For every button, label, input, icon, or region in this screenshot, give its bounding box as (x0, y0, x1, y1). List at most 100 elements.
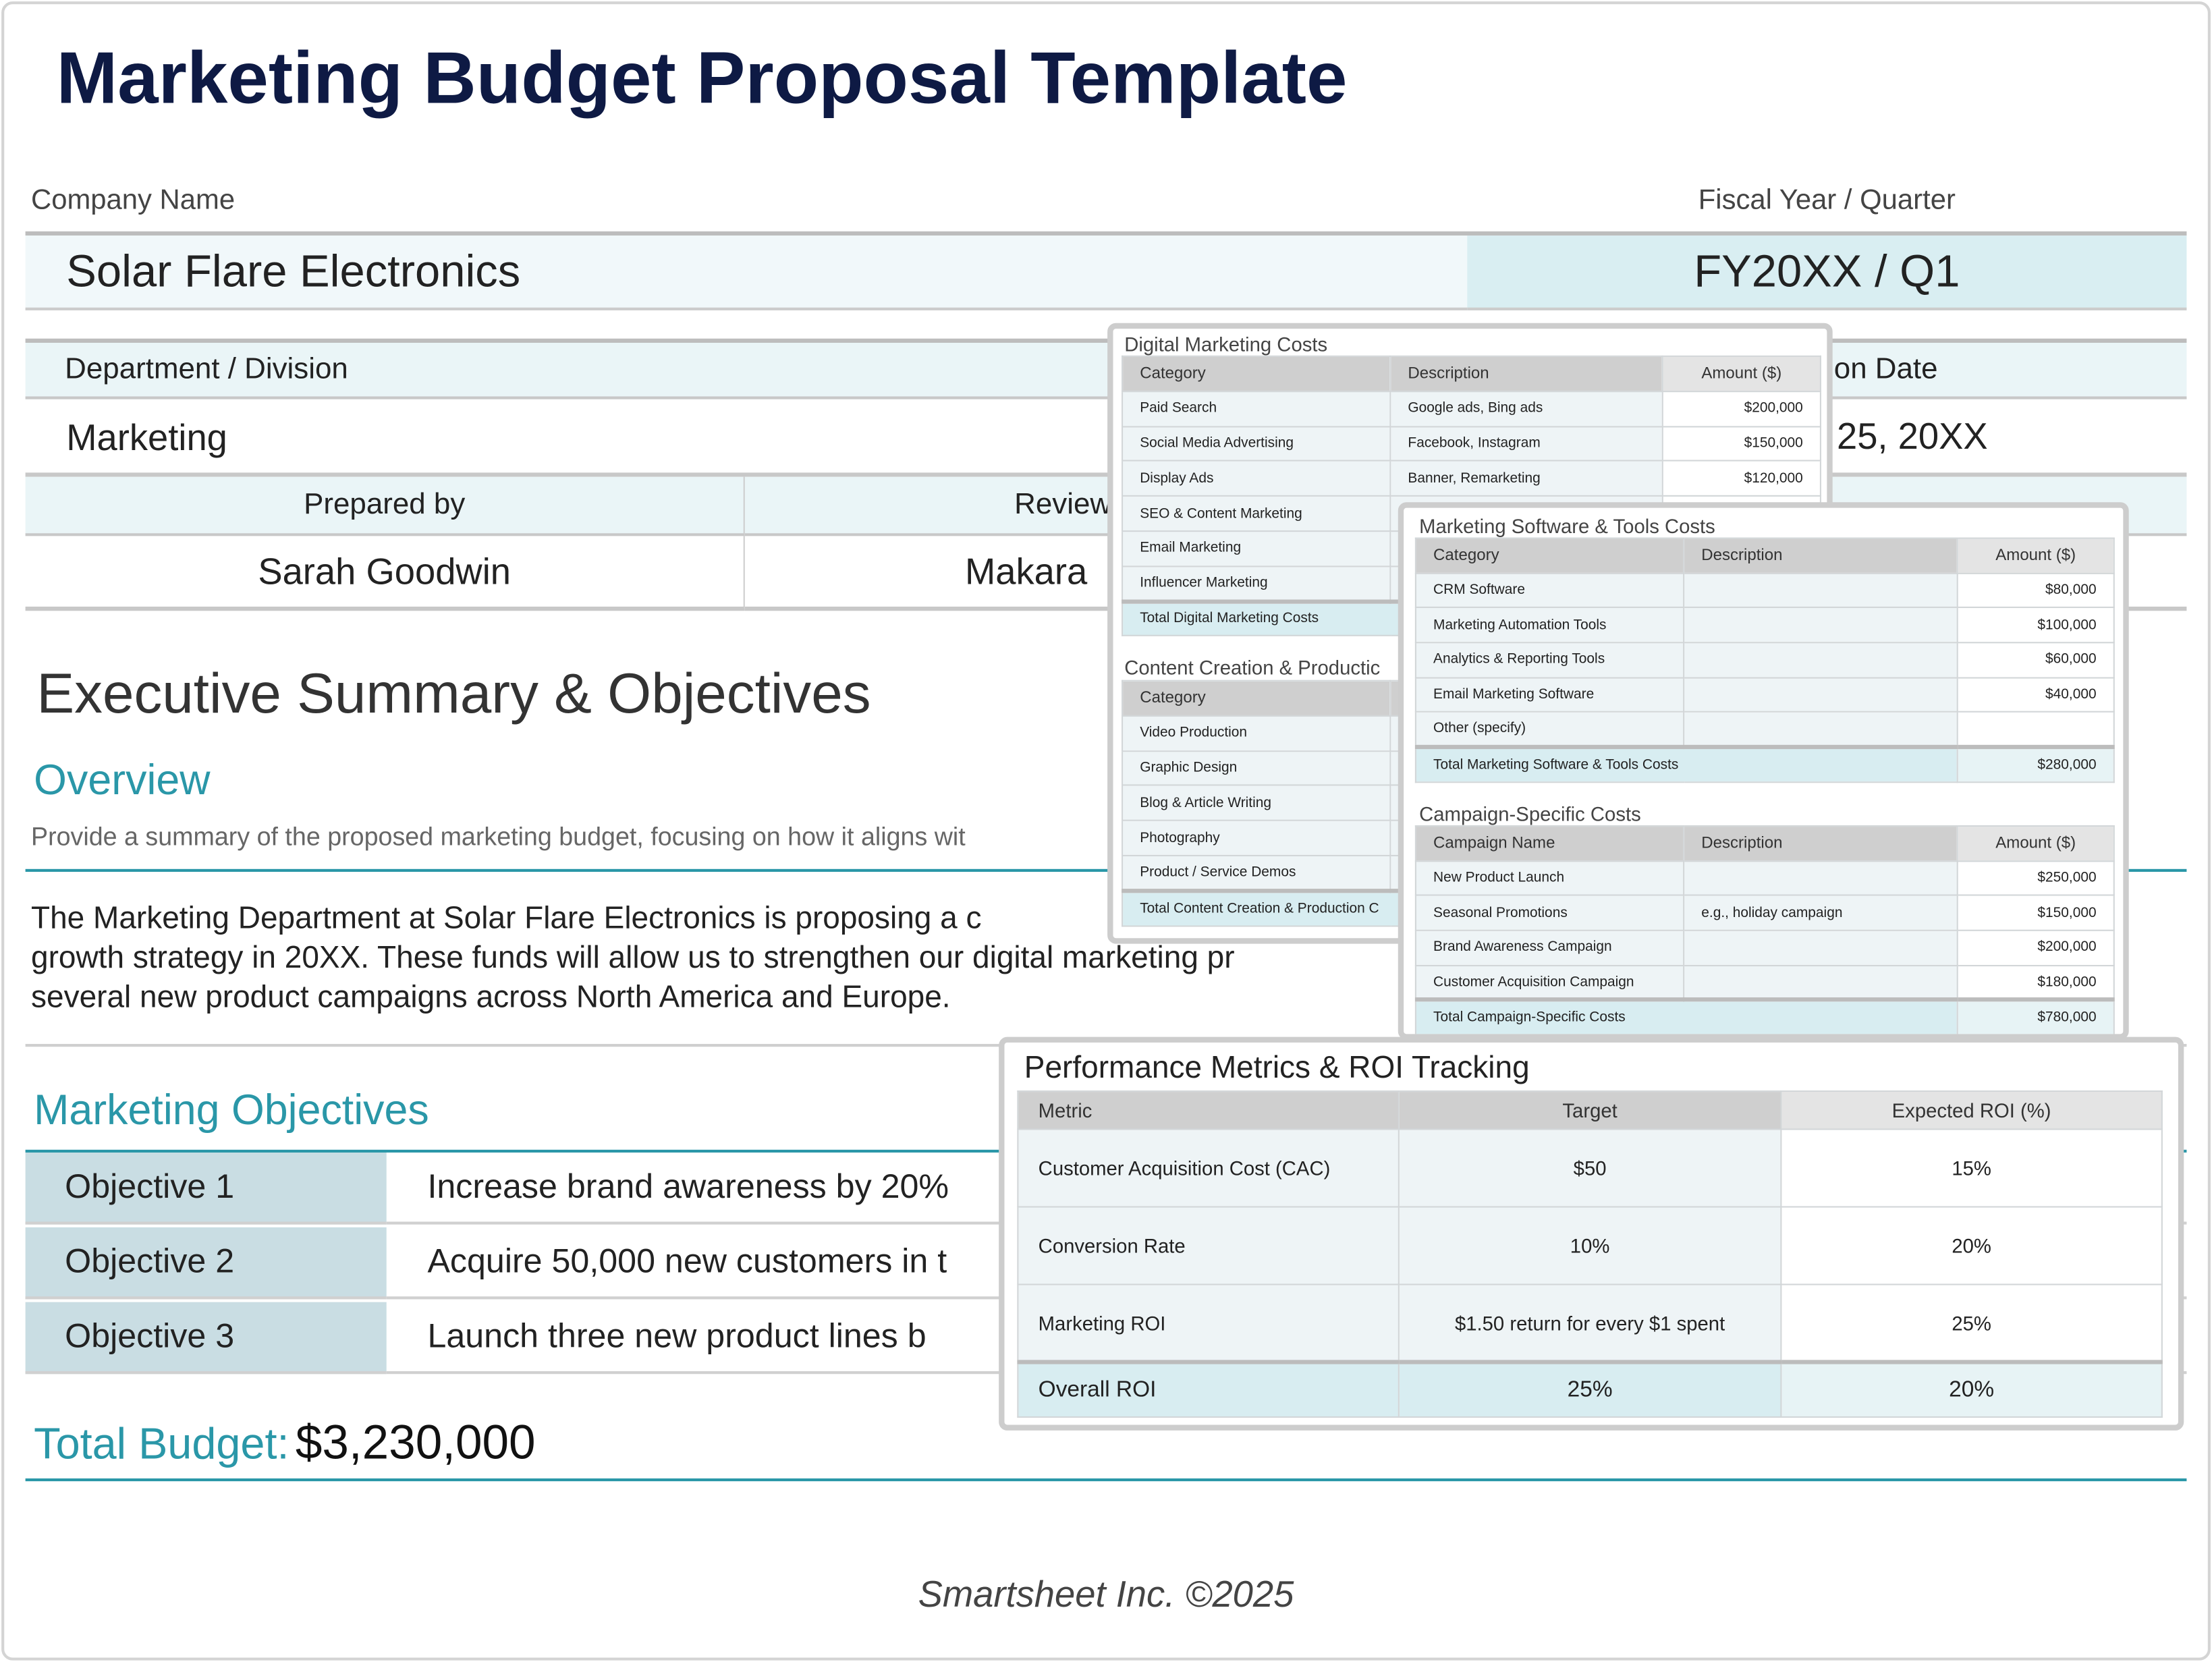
table-row-cell[interactable]: SEO & Content Marketing (1122, 495, 1391, 532)
table-total-row-cell[interactable]: Total Marketing Software & Tools Costs (1414, 745, 1958, 783)
table-row-cell[interactable]: $150,000 (1661, 425, 1821, 462)
table-row-cell[interactable]: $200,000 (1661, 390, 1821, 427)
table-header-row-cell: Description (1683, 825, 1958, 862)
table-row-cell[interactable] (1956, 711, 2115, 748)
table-row-cell[interactable]: $150,000 (1956, 895, 2115, 931)
table-total-row: Total Campaign-Specific Costs $780,000 (1414, 998, 2115, 1034)
objective-label: Objective 3 (25, 1302, 387, 1375)
table-row-cell[interactable]: Brand Awareness Campaign (1414, 929, 1685, 966)
fiscal-year-label: Fiscal Year / Quarter (1698, 184, 1956, 216)
software-costs-table: Category Description Amount ($) CRM Softwar… (1414, 537, 2115, 783)
table-header-row-cell: Category (1122, 355, 1391, 392)
table-row-cell[interactable]: Video Production (1122, 715, 1391, 752)
table-row-cell[interactable]: Google ads, Bing ads (1389, 390, 1663, 427)
objective-label: Objective 1 (25, 1153, 387, 1225)
table-row-cell[interactable]: Graphic Design (1122, 750, 1391, 787)
fiscal-year-field[interactable]: FY20XX / Q1 (1467, 236, 2187, 310)
digital-costs-title: Digital Marketing Costs (1124, 333, 1328, 356)
table-row-cell[interactable] (1683, 860, 1958, 897)
table-row-cell[interactable]: 10% (1398, 1206, 1782, 1285)
table-header-row: Category Description Amount ($) (1122, 355, 1821, 392)
table-row-cell[interactable]: $200,000 (1956, 929, 2115, 966)
table-row-cell[interactable]: Banner, Remarketing (1389, 460, 1663, 497)
table-row-cell[interactable]: $180,000 (1956, 964, 2115, 1001)
table-row-cell[interactable]: Customer Acquisition Cost (CAC) (1017, 1128, 1400, 1208)
date-field[interactable]: 25, 20XX (1836, 414, 1988, 458)
table-row-cell[interactable]: 25% (1780, 1283, 2163, 1363)
table-row: Brand Awareness Campaign $200,000 (1414, 929, 2115, 966)
table-row-cell[interactable]: $100,000 (1956, 607, 2115, 644)
table-row-cell[interactable]: $250,000 (1956, 860, 2115, 897)
table-header-row-cell: Amount ($) (1661, 355, 1821, 392)
table-row-cell[interactable]: e.g., holiday campaign (1683, 895, 1958, 931)
table-header-row: Campaign Name Description Amount ($) (1414, 825, 2115, 862)
performance-table: Metric Target Expected ROI (%) Customer Acq… (1017, 1090, 2163, 1418)
prepared-by-field[interactable]: Sarah Goodwin (25, 536, 745, 611)
table-row-cell[interactable]: CRM Software (1414, 572, 1685, 609)
objective-label: Objective 2 (25, 1227, 387, 1300)
table-row-cell[interactable]: Marketing Automation Tools (1414, 607, 1685, 644)
table-row-cell[interactable]: New Product Launch (1414, 860, 1685, 897)
total-budget: Total Budget: $3,230,000 (34, 1416, 535, 1472)
campaign-costs-title: Campaign-Specific Costs (1419, 802, 1641, 826)
table-row-cell[interactable] (1683, 929, 1958, 966)
table-row-cell[interactable]: $1.50 return for every $1 spent (1398, 1283, 1782, 1363)
table-row-cell[interactable]: Paid Search (1122, 390, 1391, 427)
table-row-cell[interactable] (1683, 711, 1958, 748)
performance-metrics-panel: Performance Metrics & ROI Tracking Metri… (999, 1036, 2184, 1431)
table-row-cell[interactable]: $60,000 (1956, 642, 2115, 679)
table-header-row-cell: Amount ($) (1956, 537, 2115, 574)
table-header-row-cell: Amount ($) (1956, 825, 2115, 862)
table-row-cell[interactable]: 20% (1780, 1206, 2163, 1285)
table-header-row-cell: Campaign Name (1414, 825, 1685, 862)
company-name-field[interactable]: Solar Flare Electronics (25, 236, 1468, 310)
table-row-cell[interactable]: Blog & Article Writing (1122, 785, 1391, 822)
table-total-row-cell[interactable]: 25% (1398, 1360, 1782, 1418)
table-row-cell[interactable]: Social Media Advertising (1122, 425, 1391, 462)
table-row-cell[interactable]: Marketing ROI (1017, 1283, 1400, 1363)
table-row-cell[interactable]: Email Marketing Software (1414, 676, 1685, 713)
table-total-row-cell[interactable]: Overall ROI (1017, 1360, 1400, 1418)
table-row-cell[interactable]: Seasonal Promotions (1414, 895, 1685, 931)
overview-paragraph[interactable]: The Marketing Department at Solar Flare … (31, 899, 1235, 1018)
table-row: Email Marketing Software $40,000 (1414, 676, 2115, 713)
paragraph-line: several new product campaigns across Nor… (30, 978, 951, 1015)
table-row-cell[interactable] (1683, 607, 1958, 644)
table-row-cell[interactable] (1683, 964, 1958, 1001)
table-row-cell[interactable]: Other (specify) (1414, 711, 1685, 748)
table-row-cell[interactable]: 15% (1780, 1128, 2163, 1208)
overview-heading: Overview (34, 757, 211, 804)
table-row-cell[interactable]: Influencer Marketing (1122, 565, 1391, 602)
table-row-cell[interactable]: $120,000 (1661, 460, 1821, 497)
executive-summary-heading: Executive Summary & Objectives (36, 663, 871, 725)
table-row: Analytics & Reporting Tools $60,000 (1414, 642, 2115, 679)
table-row-cell[interactable]: Display Ads (1122, 460, 1391, 497)
table-row-cell[interactable]: Email Marketing (1122, 530, 1391, 567)
table-row-cell[interactable] (1683, 572, 1958, 609)
company-name-label: Company Name (30, 184, 236, 216)
table-header-row-cell: Target (1398, 1090, 1782, 1130)
table-row-cell[interactable]: Facebook, Instagram (1389, 425, 1663, 462)
table-row: Seasonal Promotions e.g., holiday campaig… (1414, 895, 2115, 931)
date-label: on Date (1833, 352, 1938, 385)
table-row: Display Ads Banner, Remarketing $120,000 (1122, 460, 1821, 497)
table-row-cell[interactable]: Photography (1122, 820, 1391, 856)
table-row-cell[interactable] (1683, 676, 1958, 713)
table-total-row-cell[interactable]: $780,000 (1956, 998, 2115, 1034)
table-total-row-cell[interactable]: Total Campaign-Specific Costs (1414, 998, 1958, 1034)
software-campaign-costs-panel: Marketing Software & Tools Costs Categor… (1398, 502, 2129, 1040)
table-row-cell[interactable]: $80,000 (1956, 572, 2115, 609)
table-row-cell[interactable]: Conversion Rate (1017, 1206, 1400, 1285)
table-row-cell[interactable]: $50 (1398, 1128, 1782, 1208)
table-row-cell[interactable]: Customer Acquisition Campaign (1414, 964, 1685, 1001)
table-header-row-cell: Description (1389, 355, 1663, 392)
table-row-cell[interactable]: Analytics & Reporting Tools (1414, 642, 1685, 679)
table-row-cell[interactable]: $40,000 (1956, 676, 2115, 713)
table-row-cell[interactable] (1683, 642, 1958, 679)
table-total-row-cell[interactable]: $280,000 (1956, 745, 2115, 783)
table-total-row-cell[interactable]: 20% (1780, 1360, 2163, 1418)
table-row-cell[interactable]: Product / Service Demos (1122, 854, 1391, 891)
paragraph-line: The Marketing Department at Solar Flare … (30, 899, 982, 936)
